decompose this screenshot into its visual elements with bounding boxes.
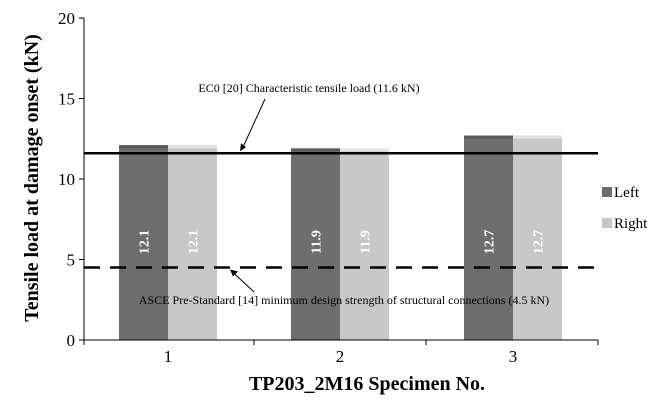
bar-value-label: 12.7 — [532, 230, 547, 255]
ec0-annotation-text: EC0 [20] Characteristic tensile load (11… — [198, 81, 419, 95]
bar-top-edge — [464, 135, 513, 139]
bar-value-label: 11.9 — [310, 230, 325, 254]
bars-layer: 12.1 12.1 11.9 11.9 12.7 12.7 — [119, 135, 562, 340]
bar-value-label: 12.7 — [483, 230, 498, 255]
bar-top-edge — [168, 145, 217, 149]
legend-label-left: Left — [614, 185, 640, 201]
y-tick-label: 5 — [67, 251, 76, 270]
x-tick-label: 2 — [336, 347, 345, 366]
x-tick-label: 3 — [509, 347, 518, 366]
bar-top-edge — [513, 135, 562, 139]
asce-arrow-head — [230, 269, 238, 277]
bar-right-2 — [340, 148, 389, 340]
x-tick-label: 1 — [164, 347, 173, 366]
bar-top-edge — [291, 148, 340, 152]
bar-left-3 — [464, 135, 513, 340]
bar-left-1 — [119, 145, 168, 340]
axes: 0 5 10 15 20 1 2 3 — [58, 9, 599, 366]
annotations: EC0 [20] Characteristic tensile load (11… — [139, 81, 549, 307]
y-tick-label: 10 — [58, 170, 75, 189]
ec0-arrow-head — [240, 143, 246, 152]
bar-right-1 — [168, 145, 217, 340]
bar-value-label: 11.9 — [359, 230, 374, 254]
asce-arrow-line — [231, 271, 255, 293]
x-axis-title: TP203_2M16 Specimen No. — [249, 373, 485, 395]
asce-annotation-text: ASCE Pre-Standard [14] minimum design st… — [139, 293, 549, 307]
ec0-arrow-line — [241, 98, 266, 150]
legend-swatch-right — [602, 218, 612, 228]
labels: Tensile load at damage onset (kN) TP203_… — [21, 34, 485, 395]
legend: Left Right — [602, 185, 648, 232]
bar-value-label: 12.1 — [138, 230, 153, 255]
y-axis-title: Tensile load at damage onset (kN) — [21, 34, 43, 322]
y-tick-label: 20 — [58, 9, 75, 28]
bar-value-label: 12.1 — [187, 230, 202, 255]
bar-top-edge — [119, 145, 168, 149]
legend-label-right: Right — [614, 216, 648, 232]
bar-right-3 — [513, 135, 562, 340]
bar-left-2 — [291, 148, 340, 340]
bar-top-edge — [340, 148, 389, 152]
y-tick-label: 15 — [58, 90, 75, 109]
y-tick-label: 0 — [67, 331, 76, 350]
reference-lines — [84, 151, 598, 269]
legend-swatch-left — [602, 187, 612, 197]
